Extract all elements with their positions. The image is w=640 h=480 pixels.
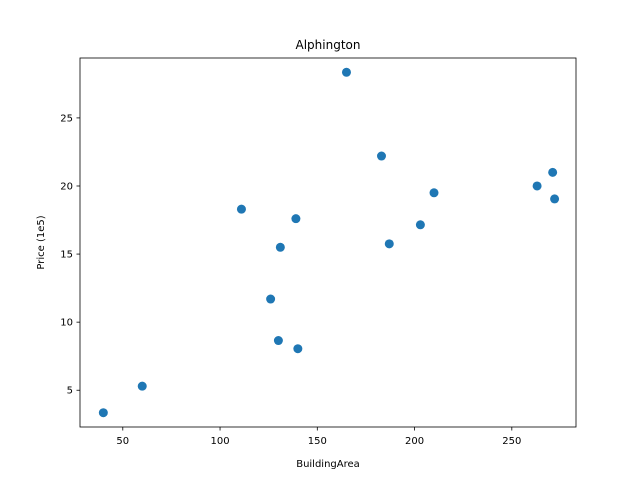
chart-title: Alphington (296, 38, 361, 52)
y-tick-label: 20 (60, 181, 73, 192)
x-tick-label: 250 (502, 436, 521, 447)
x-tick-label: 50 (116, 436, 129, 447)
plot-frame (79, 57, 577, 428)
x-axis-ticks: 50 100 150 200 250 (116, 427, 521, 447)
y-tick-label: 10 (60, 318, 73, 329)
data-point-7 (291, 214, 301, 224)
data-point-4 (266, 294, 276, 304)
x-axis-label: BuildingArea (296, 459, 360, 470)
y-axis-ticks: 5 10 15 20 25 (60, 113, 80, 397)
data-point-12 (415, 220, 425, 230)
x-tick-label: 200 (405, 436, 424, 447)
x-tick-label: 150 (308, 436, 327, 447)
data-points (98, 67, 560, 418)
data-point-16 (550, 194, 560, 204)
data-point-15 (548, 167, 558, 177)
y-tick-label: 15 (60, 250, 73, 261)
y-tick-label: 25 (60, 113, 73, 124)
data-point-9 (341, 67, 351, 77)
data-point-8 (293, 344, 303, 354)
data-point-11 (384, 239, 394, 249)
x-tick-label: 100 (211, 436, 230, 447)
data-point-3 (236, 204, 246, 214)
data-point-14 (532, 181, 542, 191)
data-point-10 (376, 151, 386, 161)
data-point-2 (137, 381, 147, 391)
data-point-5 (273, 336, 283, 346)
data-point-6 (275, 242, 285, 252)
data-point-13 (429, 188, 439, 198)
y-axis-label: Price (1e5) (36, 215, 47, 269)
data-point-1 (98, 408, 108, 418)
y-tick-label: 5 (67, 386, 73, 397)
